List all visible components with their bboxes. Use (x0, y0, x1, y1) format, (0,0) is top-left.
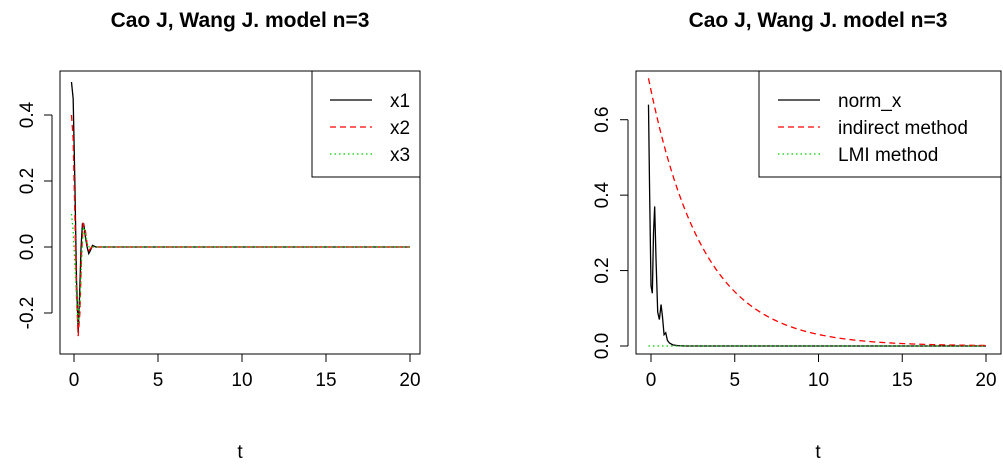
chart-2-x-tick-label: 10 (808, 370, 829, 391)
chart-1-x-tick-label: 20 (399, 370, 420, 391)
chart-2-x-tick-label: 5 (729, 370, 740, 391)
chart-2-y-tick-label: 0.2 (592, 257, 613, 283)
chart-1-legend-box (311, 70, 421, 178)
chart-2-y-axis: 0.0 0.2 0.4 0.6 (592, 107, 629, 359)
chart-1-legend-label-x1: x1 (390, 91, 410, 112)
chart-1-y-tick-label: 0.2 (17, 168, 38, 194)
chart-2-x-axis: 0 5 10 15 20 (646, 353, 997, 391)
chart-1-legend-label-x3: x3 (390, 145, 410, 166)
chart-1-x-tick-label: 10 (231, 370, 252, 391)
chart-2-legend: norm_x indirect method LMI method (758, 70, 1002, 178)
chart-1-x-axis: 0 5 10 15 20 (69, 353, 421, 391)
chart-2-y-tick-label: 0.4 (592, 182, 613, 209)
chart-2-series-indirect-method (647, 78, 987, 347)
chart-2-series-layer (647, 78, 987, 347)
chart-2-y-tick-label: 0.6 (592, 107, 613, 133)
chart-2-legend-box (758, 70, 1002, 178)
chart-2-legend-label-norm-x: norm_x (838, 91, 902, 112)
chart-1-series-x3 (70, 213, 410, 323)
chart-2-x-axis-label: t (815, 442, 821, 463)
chart-2-title: Cao J, Wang J. model n=3 (689, 9, 948, 32)
chart-2-x-tick-label: 20 (975, 370, 996, 391)
chart-2-legend-label-indirect-method: indirect method (838, 118, 968, 139)
chart-1-series-x2 (70, 114, 410, 337)
chart-1-y-tick-label: -0.2 (17, 297, 38, 330)
chart-2-series-norm-x (647, 104, 986, 347)
chart-1-x-axis-label: t (237, 442, 243, 463)
chart-2-y-tick-label: 0.0 (592, 333, 613, 359)
chart-1-legend-label-x2: x2 (390, 118, 410, 139)
chart-1-x-tick-label: 15 (315, 370, 336, 391)
chart-1-y-axis: -0.2 0.0 0.2 0.4 (17, 101, 53, 330)
chart-1-x-tick-label: 5 (153, 370, 164, 391)
chart-2-legend-label-lmi-method: LMI method (838, 145, 938, 166)
chart-1-x-tick-label: 0 (69, 370, 80, 391)
chart-1-y-tick-label: 0.0 (17, 234, 38, 260)
chart-1-legend: x1 x2 x3 (311, 70, 421, 178)
chart-1-title: Cao J, Wang J. model n=3 (111, 9, 370, 32)
chart-panel-2: Cao J, Wang J. model n=3 0 5 10 15 20 0.0 0.2… (592, 9, 1002, 463)
chart-1-y-tick-label: 0.4 (17, 101, 38, 128)
chart-2-x-tick-label: 15 (892, 370, 913, 391)
chart-2-x-tick-label: 0 (646, 370, 657, 391)
chart-panel-1: Cao J, Wang J. model n=3 0 5 10 15 20 -0.2 0.… (17, 9, 421, 463)
chart-1-series-layer (70, 81, 410, 337)
